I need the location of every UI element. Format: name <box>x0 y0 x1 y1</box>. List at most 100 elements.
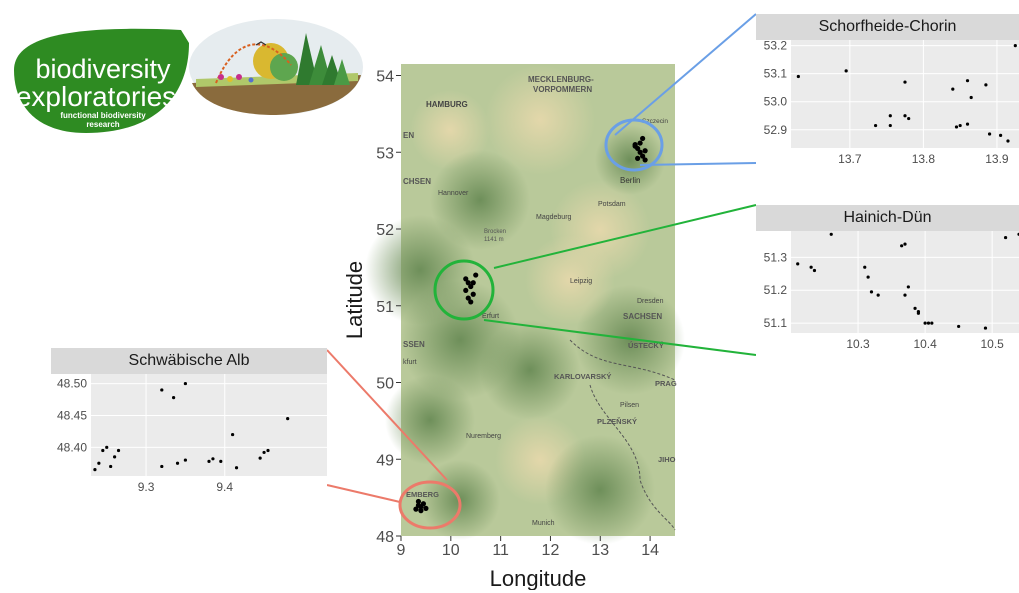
inset-plot-point <box>907 116 911 121</box>
map-plot-point <box>463 276 469 282</box>
inset-plot-area: 9.3 9.4 48.40 48.45 48.50 <box>51 374 327 498</box>
inset-plot-point <box>286 417 290 421</box>
inset-plot-point <box>258 456 262 460</box>
connector-schwaebische-bottom <box>326 484 401 503</box>
inset-plot-point <box>105 445 109 449</box>
map-x-tick-label: 12 <box>542 542 560 559</box>
inset-plot-point <box>101 448 105 453</box>
map-label-szczecin: Szczecin <box>642 118 668 125</box>
map-plot-point <box>465 280 471 286</box>
map-y-tick-label: 51 <box>376 299 394 316</box>
inset-title: Schwäbische Alb <box>51 348 327 374</box>
inset-plot-point <box>876 293 880 297</box>
map-label-karlovarsky: KARLOVARSKÝ <box>554 372 611 381</box>
inset-plot-point <box>926 321 931 325</box>
map-label-hannover: Hannover <box>438 190 469 197</box>
inset-plot-point <box>923 321 927 325</box>
map-label-ssen: SSEN <box>403 340 425 349</box>
inset-hainich-duen: Hainich-Dün 10.3 10.4 10.5 51.1 51.2 51.3 <box>756 205 1019 355</box>
inset-y-tick-label: 51.1 <box>764 316 788 330</box>
inset-plot-point <box>903 114 907 118</box>
connector-hainich-bottom <box>483 319 757 356</box>
map-plot-point <box>640 135 646 142</box>
inset-axis-margin <box>756 333 1019 355</box>
inset-plot-point <box>1013 44 1017 48</box>
map-plot-point <box>635 155 641 161</box>
map-label-magdeburg: Magdeburg <box>536 214 572 221</box>
inset-plot-point <box>916 311 921 315</box>
map-label-kfurt: kfurt <box>403 359 417 366</box>
inset-x-tick-label: 13.8 <box>912 152 936 166</box>
map-label-hamburg: HAMBURG <box>426 100 468 109</box>
inset-plot-point <box>900 244 904 248</box>
inset-y-tick-label: 53.1 <box>764 67 788 81</box>
map-x-tick-label: 13 <box>591 542 609 559</box>
inset-plot-area: 10.3 10.4 10.5 51.1 51.2 51.3 <box>756 231 1019 355</box>
inset-plot-point <box>160 464 164 469</box>
inset-x-tick-label: 9.4 <box>216 480 233 494</box>
map-plot-point <box>468 283 474 290</box>
inset-plot-point <box>175 461 180 465</box>
inset-y-tick-label: 48.50 <box>57 377 87 391</box>
map-plot-point <box>415 498 422 505</box>
inset-plot-point <box>930 321 934 325</box>
logo-tag1: functional biodiversity <box>60 111 146 120</box>
map-y-tick-label: 53 <box>376 145 394 162</box>
map-plot-point <box>468 299 474 305</box>
map-label-dresden: Dresden <box>637 298 664 305</box>
inset-x-tick-label: 10.5 <box>980 337 1004 351</box>
map-terrain <box>365 65 685 545</box>
map-label-brocken-height: 1141 m <box>484 237 504 243</box>
map-plot-point <box>418 508 424 514</box>
inset-plot-point <box>903 293 907 297</box>
inset-plot-point <box>116 448 121 453</box>
inset-plot-point <box>869 290 874 294</box>
map-label-chsen: CHSEN <box>403 177 431 186</box>
inset-plot-point <box>234 466 239 470</box>
highlight-circle-hainich <box>433 259 495 321</box>
main-map-plot-points <box>413 135 648 514</box>
map-x-tick-label: 11 <box>492 542 509 559</box>
map-label-vorpommern: VORPOMMERN <box>533 85 592 94</box>
map-x-tick-label: 9 <box>397 542 406 559</box>
map-y-tick-label: 54 <box>376 69 394 86</box>
inset-title: Hainich-Dün <box>756 205 1019 231</box>
map-plot-point <box>413 506 419 512</box>
map-plot-point <box>637 140 643 146</box>
inset-x-tick-label: 10.3 <box>846 337 870 351</box>
inset-plot-point <box>93 468 97 472</box>
connector-schwaebische-top <box>326 349 448 481</box>
inset-plot-point <box>888 114 892 118</box>
inset-plot-point <box>796 74 800 79</box>
map-y-axis-label: Latitude <box>342 261 367 339</box>
map-label-leipzig: Leipzig <box>570 278 592 285</box>
map-label-munich: Munich <box>532 520 555 527</box>
inset-y-tick-label: 51.3 <box>764 250 788 264</box>
inset-plot-point <box>266 448 270 453</box>
connector-schorfheide-bottom <box>639 162 757 166</box>
inset-axis-margin <box>756 148 1019 170</box>
inset-plot-area: 13.7 13.8 13.9 52.9 53.0 53.1 53.2 <box>756 40 1019 170</box>
inset-plot-point <box>866 275 870 279</box>
inset-plot-point <box>183 381 187 386</box>
map-label-berlin: Berlin <box>620 176 640 185</box>
highlight-circle-schwaebische <box>398 480 462 530</box>
inset-y-tick-label: 48.45 <box>57 408 87 422</box>
inset-plot-point <box>207 459 211 463</box>
inset-plot-point <box>984 83 988 87</box>
map-label-potsdam: Potsdam <box>598 201 626 208</box>
inset-y-tick-label: 53.0 <box>764 95 788 109</box>
map-plot-point <box>423 505 429 511</box>
connector-schorfheide-top <box>614 13 757 136</box>
map-label-ustecky: ÚSTECKÝ <box>628 341 664 350</box>
map-x-tick-label: 10 <box>442 542 460 559</box>
map-label-brocken: Brocken <box>484 229 506 235</box>
connector-hainich-top <box>493 204 757 269</box>
map-x-tick-label: 14 <box>641 542 659 559</box>
map-label-mecklenburg: MECKLENBURG- <box>528 75 594 84</box>
inset-plot-point <box>983 326 988 330</box>
inset-plot-point <box>113 455 117 459</box>
inset-plot-point <box>965 122 970 126</box>
inset-x-tick-label: 13.9 <box>985 152 1009 166</box>
